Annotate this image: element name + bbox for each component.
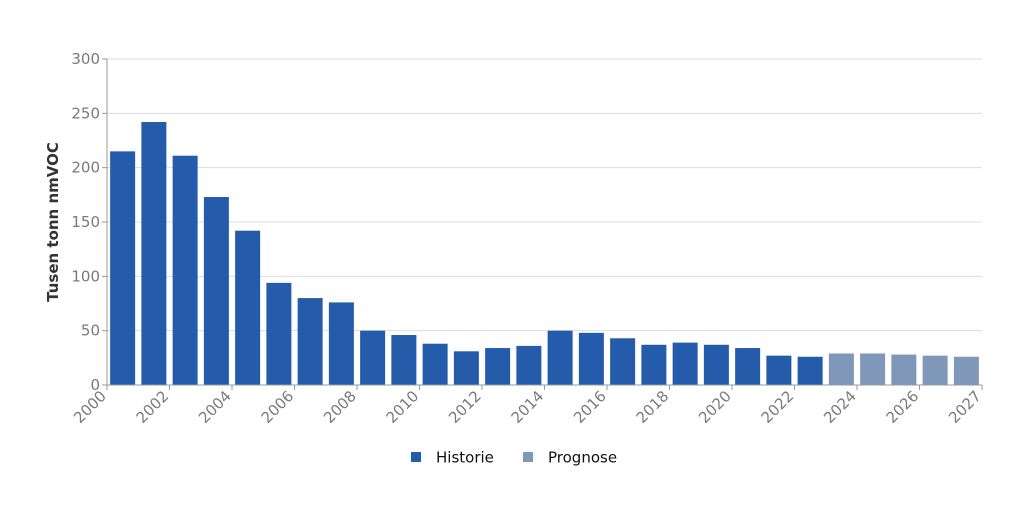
x-tick-label-2020: 2020 [695, 387, 735, 427]
bar-historie-2013[interactable] [516, 345, 542, 385]
bar-historie-2011[interactable] [453, 351, 479, 385]
bar-historie-2015[interactable] [578, 332, 604, 385]
bar-historie-2001[interactable] [141, 122, 167, 385]
bar-historie-2008[interactable] [360, 330, 386, 385]
x-tick-label-2014: 2014 [508, 387, 548, 427]
bar-historie-2000[interactable] [110, 151, 136, 385]
bar-historie-2010[interactable] [422, 343, 448, 385]
bar-prognose-2027[interactable] [953, 356, 979, 385]
bar-prognose-2025[interactable] [891, 354, 917, 385]
y-tick-labels: 0 50 100 150 200 250 300 [71, 50, 107, 394]
bar-historie-2003[interactable] [203, 197, 229, 385]
bar-historie-2022[interactable] [797, 356, 823, 385]
bar-historie-2002[interactable] [172, 155, 198, 385]
bar-historie-2009[interactable] [391, 335, 417, 385]
bar-historie-2021[interactable] [766, 355, 792, 385]
bar-historie-2007[interactable] [328, 302, 354, 385]
bar-historie-2005[interactable] [266, 282, 292, 385]
legend[interactable]: Historie Prognose [411, 449, 617, 467]
y-tick-label-0: 0 [90, 376, 100, 394]
bar-historie-2014[interactable] [547, 330, 573, 385]
x-tick-label-2016: 2016 [570, 387, 610, 427]
x-tick-label-2004: 2004 [195, 387, 235, 427]
x-tick-label-2010: 2010 [383, 387, 423, 427]
x-tick-label-2024: 2024 [820, 387, 860, 427]
y-tick-label-150: 150 [71, 213, 100, 231]
y-tick-label-250: 250 [71, 104, 100, 122]
bar-historie-2004[interactable] [235, 230, 261, 385]
bar-historie-2017[interactable] [641, 344, 667, 385]
x-tick-labels: 2000 2002 2004 2006 2008 2010 2012 2014 2016 2018… [70, 385, 985, 427]
x-tick-label-2026: 2026 [883, 387, 923, 427]
bar-historie-2020[interactable] [735, 348, 761, 385]
bar-historie-2006[interactable] [297, 298, 323, 385]
legend-item-prognose[interactable]: Prognose [523, 449, 617, 467]
x-tick-label-2018: 2018 [633, 387, 673, 427]
bar-historie-2018[interactable] [672, 342, 698, 385]
y-tick-label-200: 200 [71, 159, 100, 177]
legend-item-historie[interactable]: Historie [411, 449, 494, 467]
bar-historie-2012[interactable] [485, 348, 511, 385]
x-tick-label-2027: 2027 [945, 387, 985, 427]
y-tick-label-300: 300 [71, 50, 100, 68]
bar-historie-2019[interactable] [703, 344, 729, 385]
bar-historie-2016[interactable] [610, 338, 636, 385]
legend-swatch-historie [411, 452, 421, 462]
x-tick-label-2000: 2000 [70, 387, 110, 427]
bar-prognose-2023[interactable] [828, 353, 854, 385]
x-tick-label-2008: 2008 [320, 387, 360, 427]
legend-swatch-prognose [523, 452, 533, 462]
x-tick-label-2002: 2002 [133, 387, 173, 427]
y-tick-label-50: 50 [81, 322, 100, 340]
y-tick-label-100: 100 [71, 267, 100, 285]
bars [110, 122, 979, 385]
x-tick-label-2022: 2022 [758, 387, 798, 427]
y-axis-title: Tusen tonn nmVOC [44, 142, 62, 302]
bar-prognose-2024[interactable] [860, 353, 886, 385]
bar-prognose-2026[interactable] [922, 355, 948, 385]
legend-label-historie: Historie [436, 449, 494, 467]
x-tick-label-2012: 2012 [445, 387, 485, 427]
legend-label-prognose: Prognose [548, 449, 617, 467]
x-tick-label-2006: 2006 [258, 387, 298, 427]
